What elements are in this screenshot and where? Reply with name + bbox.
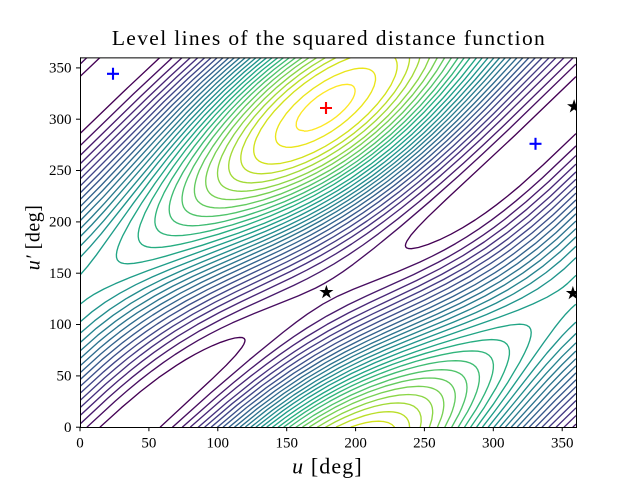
svg-text:350: 350 (49, 61, 72, 77)
svg-text:300: 300 (482, 436, 505, 452)
svg-text:100: 100 (49, 317, 72, 333)
svg-text:150: 150 (49, 266, 72, 282)
svg-text:200: 200 (49, 215, 72, 231)
svg-text:u′ [deg]: u′ [deg] (23, 205, 45, 271)
svg-text:u [deg]: u [deg] (292, 453, 363, 478)
svg-text:300: 300 (49, 112, 72, 128)
svg-text:250: 250 (49, 163, 72, 179)
svg-text:350: 350 (551, 436, 574, 452)
svg-text:200: 200 (344, 436, 367, 452)
svg-text:0: 0 (76, 436, 84, 452)
svg-text:50: 50 (141, 436, 156, 452)
svg-text:150: 150 (275, 436, 298, 452)
svg-text:100: 100 (207, 436, 230, 452)
svg-text:Level lines of the squared dis: Level lines of the squared distance func… (112, 26, 546, 50)
svg-text:250: 250 (413, 436, 436, 452)
svg-text:50: 50 (57, 369, 72, 385)
svg-text:0: 0 (64, 420, 72, 436)
